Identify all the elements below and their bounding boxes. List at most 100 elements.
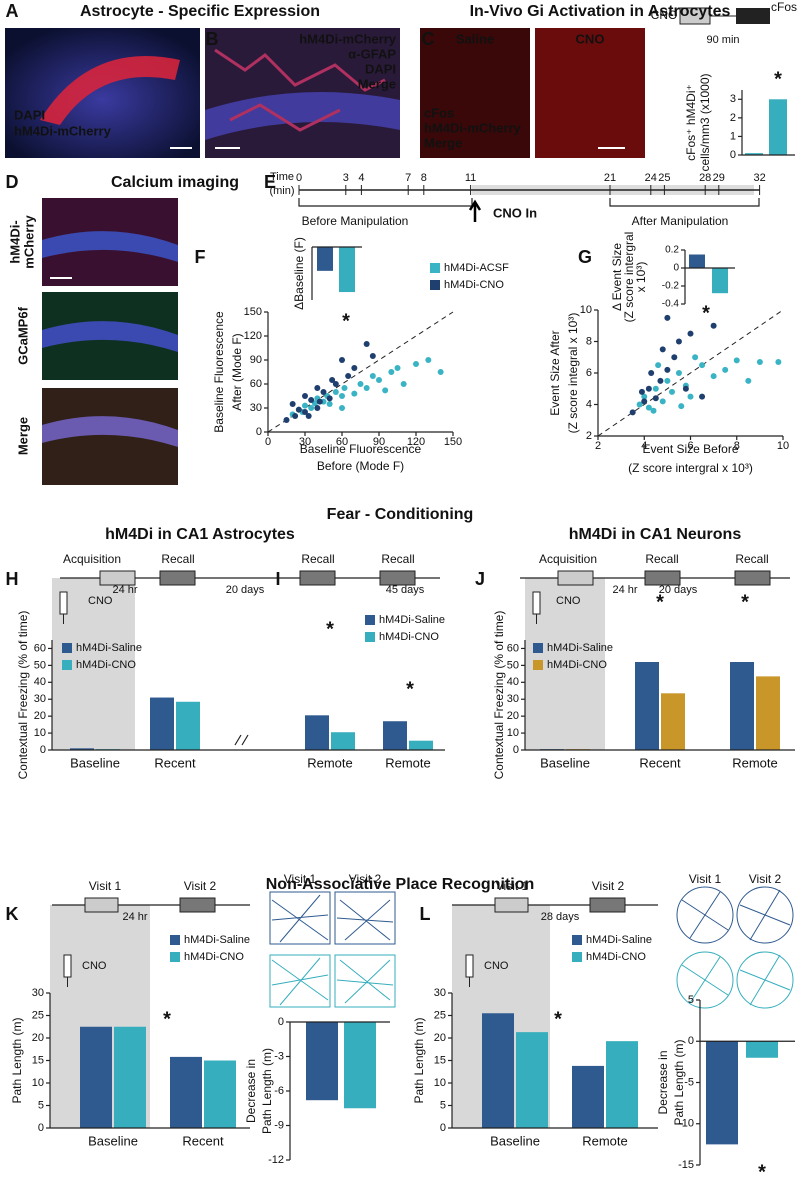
x-tick-label: Remote [385,755,431,770]
y-tick-label: 0 [730,149,736,161]
label: Recall [645,552,678,566]
point [664,366,671,373]
x-label: Before (Mode F) [317,459,404,473]
timeline-tick: 7 [405,172,411,184]
label: 20 days [659,584,698,596]
bar [70,748,94,750]
point [664,314,671,321]
point [692,354,699,361]
label: 24 hr [612,584,637,596]
timeline-tick: 29 [713,172,725,184]
bar [482,1013,514,1128]
point [652,385,659,392]
point [351,390,358,397]
label: After Manipulation [632,214,729,228]
point [329,377,336,383]
label: 24 hr [112,584,137,596]
bar [176,701,200,750]
point [710,373,717,380]
label: Recall [161,552,194,566]
legend-swatch [170,952,180,962]
y-tick-label: 2 [586,430,592,442]
y-tick-label: 50 [507,659,519,671]
bar [756,676,780,750]
x-tick-label: Baseline [490,1133,540,1148]
label: CNO In [493,205,537,220]
legend-swatch [170,935,180,945]
label: Acquisition [539,552,597,566]
x-tick-label: Baseline [70,755,120,770]
panel-letter: E [264,172,276,192]
label: 24 hr [122,911,147,923]
point [756,358,763,365]
point [292,413,299,419]
label: DAPI [14,107,45,122]
panel-letter: F [195,247,206,267]
label: Merge [15,417,30,455]
label: cFos [424,105,454,120]
bar [344,1022,376,1109]
label: hM4Di- [7,220,22,263]
bar [170,1056,202,1128]
panel-letter: I [275,569,280,589]
panel-letter: A [6,1,19,21]
point [308,405,315,411]
y-tick-label: 15 [32,1054,44,1066]
y-label: cFos⁺ hM4Di⁺ [684,84,698,161]
y-tick-label: 1 [730,130,736,142]
legend-label: hM4Di-ACSF [444,262,509,274]
legend-swatch [533,660,543,670]
label: Visit 1 [496,879,529,893]
label: Merge [424,135,462,150]
point [302,409,308,415]
timeline-tick: 24 [645,172,657,184]
point [339,405,345,411]
panel-letter: H [6,569,19,589]
point [394,365,401,371]
point [314,385,321,391]
y-tick-label: 10 [434,1077,446,1089]
y-label: After (Mode F) [230,333,244,410]
point [341,385,348,391]
legend-label: hM4Di-Saline [379,614,445,626]
image-d-layer [42,416,178,447]
label: hM4Di-mCherry [424,120,522,135]
section-title: hM4Di in CA1 Astrocytes [105,526,295,543]
y-tick-label: 0 [688,1035,694,1047]
y-tick-label: 20 [34,710,46,722]
y-tick-label: 25 [32,1009,44,1021]
label: cFos [771,0,797,14]
legend-swatch [572,952,582,962]
section-title: In-Vivo Gi Activation in Astrocytes [470,3,731,20]
bar [689,254,705,268]
point [316,398,323,405]
label: Visit 2 [749,872,782,886]
image-d-layer [42,321,178,352]
legend-label: hM4Di-Saline [76,642,142,654]
point [659,398,666,405]
y-label: ΔBaseline (F) [292,237,306,310]
bar [635,662,659,750]
annotation: * [163,1008,171,1030]
point [400,381,407,387]
axis-break [234,734,249,746]
y-tick-label: 60 [507,642,519,654]
y-tick-label: 5 [440,1099,446,1111]
point [332,389,339,395]
legend-label: hM4Di-CNO [444,279,504,291]
panel-letter: B [206,29,219,49]
legend-label: hM4Di-CNO [586,951,646,963]
point [687,393,694,400]
point [289,401,296,407]
legend-swatch [365,632,375,642]
y-label: Contextual Freezing (% of time) [492,611,506,780]
label: hM4Di-mCherry [299,31,397,46]
y-tick-label: 30 [434,987,446,999]
label: Before Manipulation [302,214,409,228]
point [687,330,694,337]
bar [769,99,787,155]
y-tick-label: 0 [256,426,262,438]
panel-letter: D [6,172,19,192]
label: Acquisition [63,552,121,566]
